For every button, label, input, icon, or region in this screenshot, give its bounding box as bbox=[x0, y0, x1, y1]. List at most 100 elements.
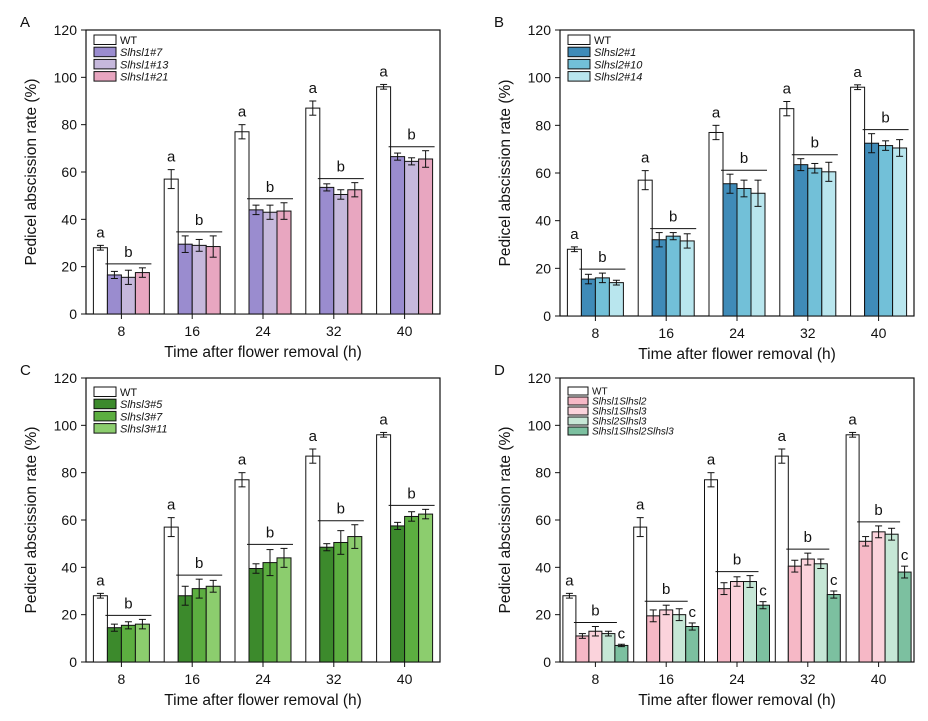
bar bbox=[826, 594, 841, 663]
y-tick-label: 40 bbox=[61, 559, 77, 575]
bar bbox=[685, 626, 700, 663]
significance-letter: a bbox=[96, 572, 105, 589]
significance-letter: a bbox=[707, 452, 716, 469]
legend-label: Slhsl1#13 bbox=[120, 59, 169, 71]
bar bbox=[276, 557, 292, 663]
legend-label: Slhsl3#5 bbox=[120, 399, 163, 411]
bar bbox=[390, 525, 406, 663]
y-axis-label: Pedicel abscission rate (%) bbox=[497, 427, 514, 614]
bar bbox=[892, 147, 908, 317]
significance-letter: c bbox=[618, 625, 626, 642]
significance-letter: a bbox=[167, 149, 176, 166]
x-axis-label: Time after flower removal (h) bbox=[164, 344, 362, 361]
x-tick-label: 32 bbox=[326, 671, 342, 687]
significance-letter: a bbox=[238, 452, 247, 469]
bar bbox=[262, 562, 278, 663]
x-axis-label: Time after flower removal (h) bbox=[164, 692, 362, 709]
significance-letter: a bbox=[379, 411, 388, 428]
bar bbox=[191, 244, 207, 315]
panel-letter: A bbox=[20, 14, 30, 31]
significance-letter: a bbox=[853, 64, 862, 81]
significance-letter: b bbox=[407, 485, 415, 502]
bar bbox=[248, 568, 264, 663]
bar bbox=[608, 282, 624, 317]
bar bbox=[248, 209, 264, 315]
bar bbox=[390, 156, 406, 315]
significance-letter: b bbox=[733, 552, 741, 569]
legend-swatch bbox=[93, 34, 117, 45]
significance-letter: b bbox=[195, 555, 203, 572]
bar bbox=[205, 585, 221, 663]
bar bbox=[305, 107, 321, 315]
x-tick-label: 32 bbox=[800, 325, 816, 341]
bar bbox=[637, 179, 653, 317]
y-tick-label: 0 bbox=[69, 306, 77, 322]
legend-swatch bbox=[93, 71, 117, 82]
significance-letter: a bbox=[778, 428, 787, 445]
panel-a: A 0 20 40 60 80 100 120 Pedicel abscission rate … bbox=[20, 14, 441, 361]
x-axis-label: Time after flower removal (h) bbox=[638, 692, 836, 709]
significance-letter: b bbox=[195, 212, 203, 229]
bar bbox=[633, 526, 648, 663]
x-tick-label: 16 bbox=[184, 671, 200, 687]
legend-swatch bbox=[567, 34, 591, 45]
legend-label: Slhsl1Slhsl3 bbox=[592, 407, 647, 418]
bar bbox=[672, 614, 687, 663]
significance-letter: b bbox=[266, 524, 274, 541]
x-tick-label: 8 bbox=[118, 323, 126, 339]
legend-swatch bbox=[93, 410, 117, 422]
significance-letter: a bbox=[309, 428, 318, 445]
legend-label: WT bbox=[592, 387, 608, 398]
significance-letter: b bbox=[337, 501, 345, 518]
bar bbox=[404, 515, 420, 663]
bar bbox=[319, 546, 335, 663]
legend-label: WT bbox=[120, 387, 137, 399]
significance-letter: b bbox=[266, 179, 274, 196]
significance-letter: c bbox=[901, 547, 909, 564]
bar bbox=[717, 588, 731, 663]
bar bbox=[333, 193, 349, 315]
legend-label: WT bbox=[594, 35, 611, 47]
bar bbox=[376, 86, 392, 315]
significance-letter: b bbox=[881, 110, 889, 127]
y-tick-label: 100 bbox=[54, 417, 78, 433]
x-tick-label: 8 bbox=[118, 671, 126, 687]
bar bbox=[821, 171, 837, 317]
bar bbox=[134, 272, 150, 315]
legend-label: WT bbox=[120, 35, 137, 47]
legend-label: Slhsl2Slhsl3 bbox=[592, 417, 647, 428]
y-tick-label: 20 bbox=[535, 260, 551, 276]
y-tick-label: 80 bbox=[61, 465, 77, 481]
x-tick-label: 8 bbox=[592, 671, 600, 687]
bar bbox=[651, 239, 667, 317]
panel-b: B 0 20 40 60 80 100 120 Pedicel abscission rate … bbox=[494, 14, 915, 363]
legend-swatch bbox=[567, 426, 589, 436]
significance-letter: a bbox=[309, 80, 318, 97]
significance-letter: a bbox=[641, 150, 650, 167]
legend-swatch bbox=[93, 398, 117, 410]
significance-letter: b bbox=[124, 595, 132, 612]
legend-swatch bbox=[567, 46, 591, 58]
bar bbox=[679, 240, 695, 317]
bar bbox=[800, 558, 815, 663]
legend-label: Slhsl3#7 bbox=[120, 411, 163, 423]
legend-swatch bbox=[93, 58, 117, 70]
bar bbox=[580, 278, 596, 317]
x-tick-label: 16 bbox=[184, 323, 200, 339]
legend-swatch bbox=[93, 386, 117, 397]
bar bbox=[404, 160, 420, 315]
x-tick-label: 40 bbox=[871, 671, 887, 687]
y-tick-label: 20 bbox=[61, 607, 77, 623]
legend-swatch bbox=[567, 416, 589, 426]
bar bbox=[807, 167, 823, 317]
significance-letter: b bbox=[669, 209, 677, 226]
x-tick-label: 32 bbox=[326, 323, 342, 339]
y-tick-label: 100 bbox=[528, 70, 552, 86]
significance-letter: a bbox=[96, 224, 105, 241]
bar bbox=[333, 541, 349, 663]
x-tick-label: 32 bbox=[800, 671, 816, 687]
significance-letter: b bbox=[124, 244, 132, 261]
bar bbox=[234, 479, 250, 663]
bar bbox=[858, 540, 873, 663]
significance-letter: b bbox=[804, 529, 812, 546]
